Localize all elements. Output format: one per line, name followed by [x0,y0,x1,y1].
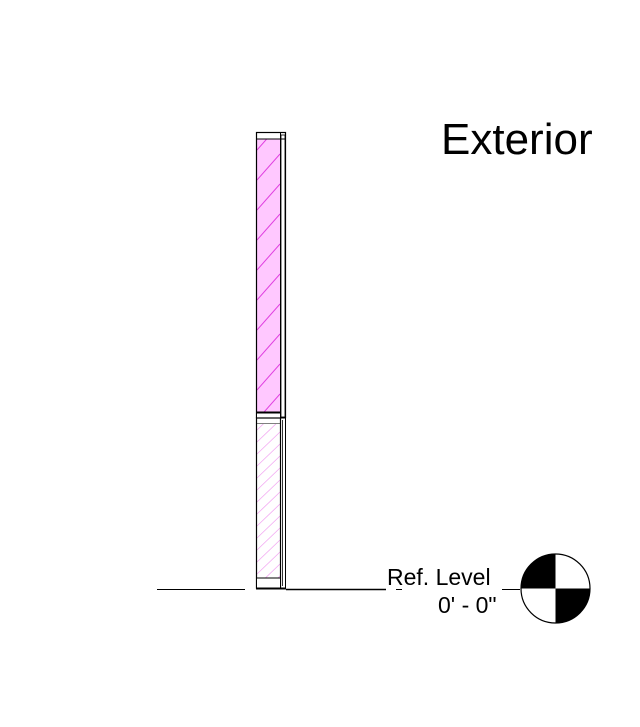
glazing-hatch-line [257,333,280,361]
lower-hatch-line [257,515,280,539]
lower-hatch-line [257,431,280,455]
glazing-hatch-line [257,213,280,241]
wall-section [255,131,287,590]
lower-hatch-line [257,479,280,503]
lower-panel [255,417,286,590]
glazing-hatch-line [263,393,280,412]
lower-hatch-line [257,491,280,515]
lower-hatch-line [257,424,264,431]
lower-hatch-line [264,563,280,578]
level-elevation: 0' - 0" [438,592,497,618]
lower-hatch-line [257,527,280,551]
glazing-hatch-line [257,273,280,301]
glazing-hatch-line [257,183,280,211]
glazing-hatch [257,139,280,412]
level-marker-icon [520,553,591,624]
lower-hatch-line [257,551,280,575]
lower-hatch-line [257,443,280,467]
lower-hatch-line [257,424,277,443]
lower-hatch-line [257,503,280,527]
lower-panel-hatch [257,424,280,578]
glazing-hatch-line [257,363,280,391]
glazing-panel [255,131,287,419]
lower-hatch-line [257,455,280,479]
level-name: Ref. Level [387,564,491,590]
lower-hatch-line [257,467,280,491]
lower-hatch-line [257,539,280,563]
glazing-hatch-line [257,303,280,331]
glazing-hatch-line [257,139,268,151]
glazing-hatch-line [257,243,280,271]
glazing-hatch-line [257,153,280,181]
exterior-label: Exterior [441,115,593,164]
